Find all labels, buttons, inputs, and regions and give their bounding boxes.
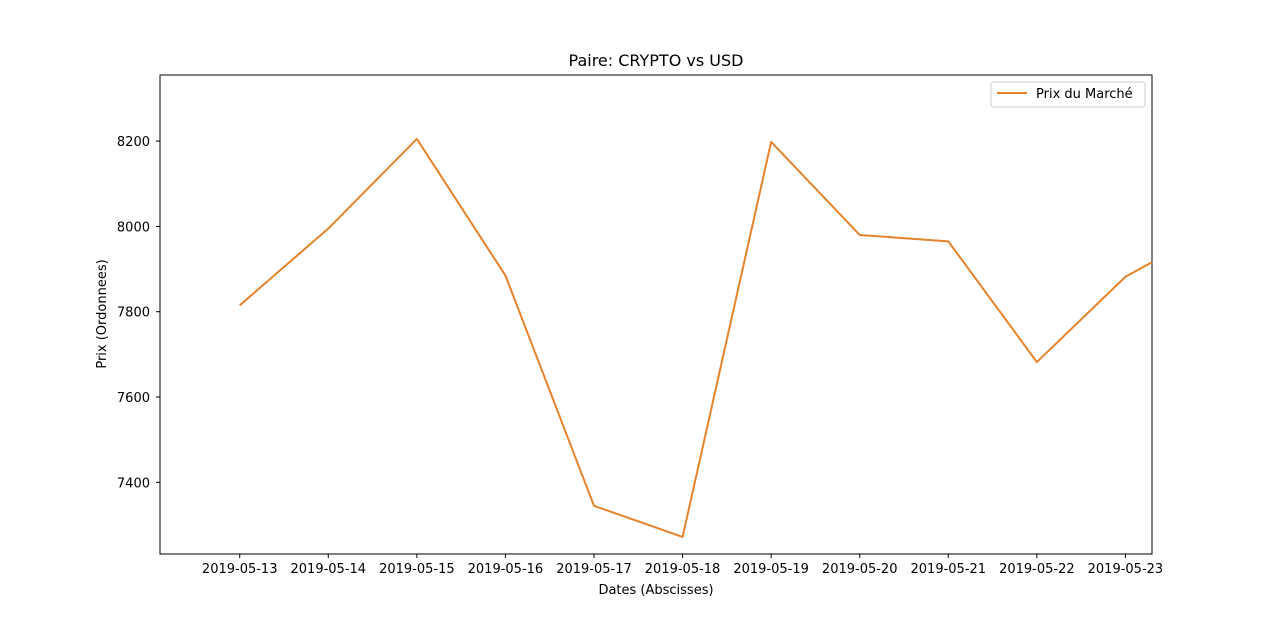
x-axis-ticks: 2019-05-13 2019-05-14 2019-05-15 2019-05-16… — [202, 554, 1163, 577]
x-tick-label: 2019-05-18 — [645, 562, 721, 577]
x-tick-label: 2019-05-20 — [822, 562, 898, 577]
y-tick-label: 7600 — [117, 391, 150, 406]
x-tick-label: 2019-05-19 — [733, 562, 809, 577]
legend-label: Prix du Marché — [1036, 87, 1133, 102]
legend: Prix du Marché — [990, 81, 1146, 108]
y-tick-label: 8200 — [117, 135, 150, 150]
chart-title: Paire: CRYPTO vs USD — [569, 51, 744, 70]
x-tick-label: 2019-05-17 — [556, 562, 632, 577]
y-axis-label: Prix (Ordonnees) — [95, 259, 110, 368]
plot-area — [159, 74, 1153, 555]
series-line-prix-du-marche — [239, 137, 1153, 538]
y-tick-label: 8000 — [117, 220, 150, 235]
x-tick-label: 2019-05-21 — [911, 562, 987, 577]
x-tick-label: 2019-05-14 — [291, 562, 367, 577]
y-tick-label: 7400 — [117, 476, 150, 491]
legend-box — [990, 81, 1146, 108]
y-tick-label: 7800 — [117, 306, 150, 321]
x-tick-label: 2019-05-13 — [202, 562, 278, 577]
x-tick-label: 2019-05-16 — [468, 562, 544, 577]
x-tick-label: 2019-05-22 — [999, 562, 1075, 577]
x-axis-label: Dates (Abscisses) — [598, 583, 713, 598]
y-axis-ticks: 7400 7600 7800 8000 8200 — [117, 135, 160, 491]
x-tick-label: 2019-05-23 — [1088, 562, 1164, 577]
x-tick-label: 2019-05-15 — [379, 562, 455, 577]
